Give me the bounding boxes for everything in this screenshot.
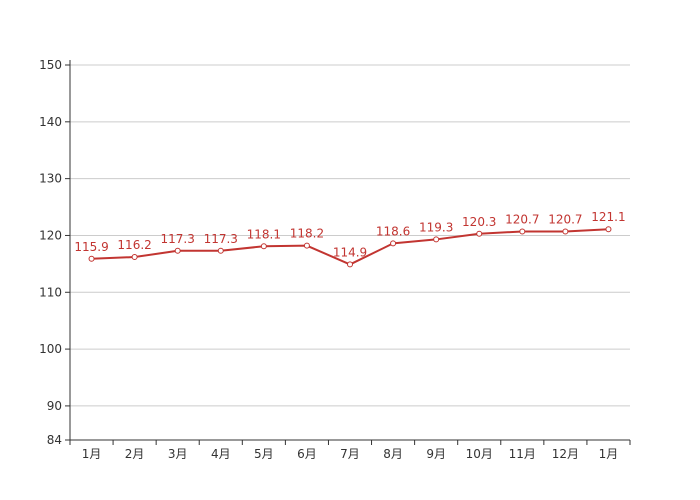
series <box>88 226 612 268</box>
data-point <box>347 261 353 268</box>
data-label: 118.6 <box>376 224 410 238</box>
data-point <box>217 247 224 254</box>
data-label: 115.9 <box>74 240 108 254</box>
grid-lines <box>70 64 630 407</box>
x-tick-label: 9月 <box>426 447 446 461</box>
y-tick-label: 100 <box>39 342 62 356</box>
data-label: 116.2 <box>117 238 151 252</box>
data-label: 120.7 <box>548 212 582 226</box>
data-label: 118.1 <box>247 227 281 241</box>
data-point <box>131 254 138 261</box>
data-label: 114.9 <box>333 245 367 259</box>
x-tick-label: 11月 <box>509 447 536 461</box>
axes <box>69 60 630 441</box>
x-tick-label: 1月 <box>599 447 619 461</box>
y-tick-label: 120 <box>39 228 62 242</box>
y-axis-ticks: 84 90 100 110 120 130 140 150 <box>39 58 70 447</box>
y-tick-label: 110 <box>39 285 62 299</box>
x-tick-label: 2月 <box>125 447 145 461</box>
data-label: 118.2 <box>290 227 324 241</box>
x-tick-label: 7月 <box>340 447 360 461</box>
x-tick-label: 4月 <box>211 447 231 461</box>
x-tick-label: 3月 <box>168 447 188 461</box>
x-tick-label: 5月 <box>254 447 274 461</box>
x-tick-label: 12月 <box>552 447 579 461</box>
y-tick-label: 140 <box>39 115 62 129</box>
data-point <box>519 228 526 235</box>
data-label: 121.1 <box>591 210 625 224</box>
y-tick-label: 90 <box>47 399 62 413</box>
data-point <box>562 228 569 235</box>
data-label: 120.7 <box>505 212 539 226</box>
y-tick-label: 84 <box>47 433 62 447</box>
data-labels: 115.9 116.2 117.3 117.3 118.1 118.2 114.9 118.6… <box>74 210 625 259</box>
data-point <box>476 230 483 237</box>
data-point <box>174 247 181 254</box>
x-tick-label: 1月 <box>82 447 102 461</box>
data-label: 117.3 <box>204 232 238 246</box>
y-tick-label: 130 <box>39 172 62 186</box>
data-point <box>433 236 440 243</box>
data-point <box>303 242 310 249</box>
x-tick-label: 10月 <box>466 447 493 461</box>
data-point <box>605 226 612 233</box>
data-point <box>260 243 267 250</box>
data-label: 119.3 <box>419 220 453 234</box>
y-tick-label: 150 <box>39 58 62 72</box>
x-axis-ticks: 1月 2月 3月 4月 5月 6月 7月 8月 9月 10月 11月 12月 1月 <box>69 440 631 461</box>
data-label: 117.3 <box>161 232 195 246</box>
data-point <box>88 255 95 262</box>
x-tick-label: 6月 <box>297 447 317 461</box>
data-label: 120.3 <box>462 215 496 229</box>
data-point <box>390 240 397 247</box>
x-tick-label: 8月 <box>383 447 403 461</box>
